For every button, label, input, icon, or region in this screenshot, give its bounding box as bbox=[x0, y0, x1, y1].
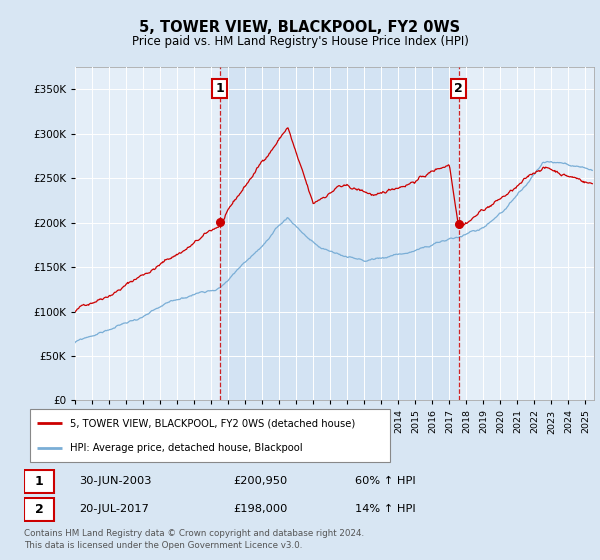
Text: 1: 1 bbox=[35, 475, 44, 488]
FancyBboxPatch shape bbox=[30, 409, 390, 462]
FancyBboxPatch shape bbox=[24, 470, 55, 493]
Text: Contains HM Land Registry data © Crown copyright and database right 2024.
This d: Contains HM Land Registry data © Crown c… bbox=[24, 529, 364, 550]
Bar bbox=[220, 67, 459, 400]
Text: 14% ↑ HPI: 14% ↑ HPI bbox=[355, 505, 416, 514]
Text: 30-JUN-2003: 30-JUN-2003 bbox=[79, 477, 152, 486]
Text: £200,950: £200,950 bbox=[234, 477, 288, 486]
Text: 1: 1 bbox=[215, 82, 224, 95]
Text: 2: 2 bbox=[35, 503, 44, 516]
Text: 5, TOWER VIEW, BLACKPOOL, FY2 0WS: 5, TOWER VIEW, BLACKPOOL, FY2 0WS bbox=[139, 20, 461, 35]
Text: HPI: Average price, detached house, Blackpool: HPI: Average price, detached house, Blac… bbox=[70, 442, 302, 452]
FancyBboxPatch shape bbox=[24, 498, 55, 521]
Text: £198,000: £198,000 bbox=[234, 505, 288, 514]
Text: Price paid vs. HM Land Registry's House Price Index (HPI): Price paid vs. HM Land Registry's House … bbox=[131, 35, 469, 48]
Text: 5, TOWER VIEW, BLACKPOOL, FY2 0WS (detached house): 5, TOWER VIEW, BLACKPOOL, FY2 0WS (detac… bbox=[70, 418, 355, 428]
Text: 2: 2 bbox=[454, 82, 463, 95]
Text: 20-JUL-2017: 20-JUL-2017 bbox=[79, 505, 149, 514]
Text: 60% ↑ HPI: 60% ↑ HPI bbox=[355, 477, 416, 486]
